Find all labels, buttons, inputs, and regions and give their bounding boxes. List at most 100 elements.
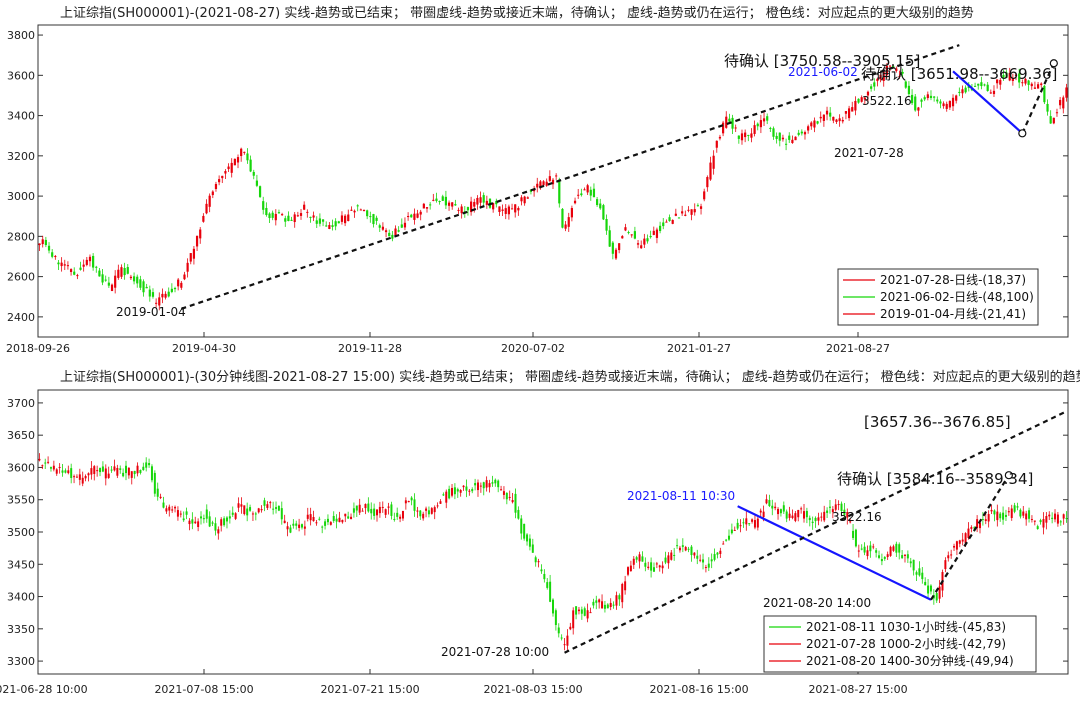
candle-body <box>892 546 895 551</box>
candle-body <box>457 209 460 211</box>
confirm-marker <box>1004 471 1013 480</box>
candle-body <box>64 470 67 473</box>
candle-body <box>195 235 199 247</box>
candle-body <box>768 500 771 507</box>
candle-body <box>347 214 350 222</box>
candle-body <box>612 604 615 606</box>
candle-body <box>866 91 870 96</box>
candle-body <box>929 585 932 592</box>
candle-body <box>696 555 699 559</box>
candle-body <box>93 466 96 474</box>
candle-body <box>237 503 240 508</box>
annotation-label: 待确认 [3750.58--3905.15] <box>724 52 920 70</box>
candle-body <box>603 604 606 609</box>
candle-body <box>514 493 517 513</box>
candle-body <box>727 535 730 540</box>
candle-body <box>733 529 736 531</box>
candle-body <box>945 103 948 109</box>
candle-body <box>52 465 55 470</box>
candle-body <box>958 91 961 93</box>
candle-body <box>142 281 145 293</box>
candle-body <box>315 220 318 224</box>
y-tick-label: 3000 <box>7 190 35 203</box>
candle-body <box>387 506 390 508</box>
candle-body <box>906 554 909 559</box>
candle-body <box>476 482 479 491</box>
candle-body <box>929 95 933 99</box>
annotation-label: 2021-06-02 <box>788 65 858 79</box>
candle-body <box>649 235 652 238</box>
candle-body <box>82 264 85 267</box>
candle-body <box>595 199 599 206</box>
candle-body <box>373 508 376 516</box>
candle-body <box>719 550 722 554</box>
candle-body <box>340 215 344 222</box>
candle-body <box>287 215 290 222</box>
candle-body <box>55 469 58 474</box>
candle-body <box>124 465 127 474</box>
candle-body <box>283 520 286 524</box>
candle-body <box>350 516 353 519</box>
candle-body <box>762 118 766 122</box>
candle-body <box>476 197 479 205</box>
candle-body <box>624 227 627 231</box>
candle-body <box>208 195 211 207</box>
candle-body <box>979 522 982 529</box>
candle-body <box>847 108 851 119</box>
candle-body <box>384 509 387 515</box>
candle-body <box>774 506 777 509</box>
candle-body <box>510 208 514 210</box>
candle-body <box>901 555 904 559</box>
annotation-label: 3522.16 <box>862 94 912 108</box>
candle-body <box>114 275 117 288</box>
candle-body <box>589 189 592 196</box>
candle-body <box>699 206 703 209</box>
candle-body <box>814 517 817 522</box>
candle-body <box>888 65 892 67</box>
candle-body <box>718 136 722 139</box>
candle-body <box>580 193 583 196</box>
candle-body <box>552 599 554 614</box>
candle-body <box>973 85 977 87</box>
trend-line-0 <box>737 505 932 601</box>
candle-body <box>249 159 252 172</box>
candle-body <box>328 225 331 229</box>
candle-body <box>583 608 586 616</box>
candle-body <box>857 98 860 103</box>
candle-body <box>236 157 240 163</box>
candle-body <box>407 215 410 218</box>
candle-body <box>964 87 967 93</box>
y-tick-label: 3200 <box>7 150 35 163</box>
candle-body <box>646 238 649 242</box>
legend-entry: 2021-08-11 1030-1小时线-(45,83) <box>806 620 1006 634</box>
candle-body <box>860 548 863 550</box>
candle-body <box>292 523 295 526</box>
candle-body <box>713 554 716 560</box>
y-tick-label: 3500 <box>7 526 35 539</box>
candle-body <box>81 477 84 484</box>
candle-body <box>980 82 983 87</box>
legend-box <box>763 615 1037 673</box>
candle-body <box>807 126 810 131</box>
candle-body <box>794 136 797 141</box>
candle-body <box>69 269 73 273</box>
candle-body <box>318 518 321 520</box>
legend-entry: 2021-06-02-日线-(48,100) <box>880 290 1034 304</box>
candle-body <box>939 101 942 104</box>
candle-body <box>605 218 608 231</box>
candle-body <box>635 557 638 560</box>
candle-body <box>165 508 168 512</box>
candle-body <box>381 506 384 508</box>
candle-body <box>721 122 725 134</box>
candle-body <box>564 224 567 229</box>
annotation-label: 2021-08-20 14:00 <box>763 596 871 610</box>
candle-body <box>797 132 800 135</box>
legend-entry: 2021-07-28-日线-(18,37) <box>880 273 1026 287</box>
y-tick-label: 3550 <box>7 494 35 507</box>
candle-body <box>284 218 287 222</box>
candle-body <box>95 266 98 268</box>
candle-body <box>772 128 775 137</box>
candle-body <box>936 99 939 102</box>
candle-body <box>468 490 471 492</box>
candle-body <box>1055 112 1059 114</box>
